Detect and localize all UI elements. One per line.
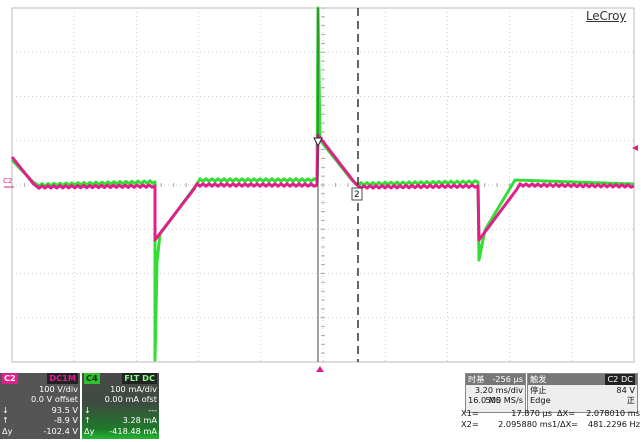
cursor-x2-label: X2=: [461, 419, 479, 429]
c4-delta-y-value: -418.48 mA: [109, 425, 157, 436]
trigger-source-badge: C2 DC: [605, 374, 635, 385]
c2-coupling-badge: DC1M: [47, 373, 78, 384]
c2-row-up-value: -8.9 V: [53, 415, 78, 426]
cursor-freq-value: 481.2296 Hz: [587, 419, 640, 429]
trigger-time-marker-icon: [316, 366, 324, 372]
trigger-level: 84 V: [616, 384, 635, 395]
c4-row-down-value: ---: [148, 404, 157, 415]
c4-offset: 0.00 mA ofst: [104, 394, 157, 405]
c4-row-up-label: ↑: [84, 415, 91, 426]
timebase-rate: 500 MS/s: [485, 395, 523, 406]
cursor-readout: X1= 17.870 µs ΔX= 2.078010 ms X2= 2.0958…: [460, 408, 640, 430]
cursor-x2-value: 2.095880 ms: [498, 419, 552, 429]
c4-adiv: 100 mA/div: [110, 383, 157, 394]
c4-row-up-value: 3.28 mA: [122, 415, 157, 426]
channel-c4-panel[interactable]: C4 FLT DC 100 mA/div 0.00 mA ofst ↓ --- ↑…: [82, 373, 159, 439]
timebase-label: 时基: [468, 374, 485, 384]
c2-header: C2 DC1M: [0, 373, 80, 384]
c2-row-down-value: 93.5 V: [51, 404, 78, 415]
timebase-panel[interactable]: 时基 -256 µs 3.20 ms/div 16.0 MS 500 MS/s: [465, 373, 526, 413]
cursor-dx-label: ΔX=: [557, 408, 576, 418]
channel-c2-panel[interactable]: C2 DC1M 100 V/div 0.0 V offset ↓ 93.5 V ↑…: [0, 373, 80, 439]
cursor-dx-value: 2.078010 ms: [586, 408, 640, 418]
c2-vdiv: 100 V/div: [39, 383, 78, 394]
timebase-header: 时基 -256 µs: [466, 374, 525, 385]
cursor-x2-marker-label: 2: [354, 190, 360, 200]
ground-marker-label: C2: [3, 177, 12, 185]
timebase-tdiv: 3.20 ms/div: [474, 384, 523, 395]
cursor-freq-label: 1/ΔX=: [552, 419, 579, 429]
c2-row-down-label: ↓: [2, 404, 9, 415]
c4-delta-y-label: Δy: [84, 425, 95, 436]
cursor-x1-label: X1=: [461, 408, 479, 418]
c4-header: C4 FLT DC: [82, 373, 159, 384]
trigger-header: 触发 C2 DC: [528, 374, 637, 385]
c2-name-badge: C2: [2, 373, 18, 384]
brand-logo: LeCroy: [586, 9, 627, 23]
timebase-delay: -256 µs: [492, 374, 523, 384]
c4-coupling-badge: FLT DC: [122, 373, 157, 384]
c4-name-badge: C4: [84, 373, 100, 384]
c2-offset: 0.0 V offset: [31, 394, 78, 405]
trigger-level-marker-icon: [632, 145, 638, 151]
trigger-label: 触发: [530, 374, 547, 384]
cursor-x2-marker-icon[interactable]: [351, 187, 363, 201]
trigger-type: Edge: [530, 395, 551, 406]
trigger-slope: 正: [626, 395, 635, 406]
trigger-panel[interactable]: 触发 C2 DC 停止 84 V Edge 正: [527, 373, 638, 413]
cursor-x1-value: 17.870 µs: [511, 408, 552, 418]
waveform-display[interactable]: 2 C2: [0, 0, 641, 372]
cursor-x1-marker-icon[interactable]: [313, 137, 323, 148]
c2-delta-y-value: -102.4 V: [43, 425, 78, 436]
c2-delta-y-label: Δy: [2, 425, 13, 436]
trigger-state: 停止: [530, 384, 547, 395]
c2-row-up-label: ↑: [2, 415, 9, 426]
timebase-samples: 16.0 MS: [468, 395, 502, 406]
c4-row-down-label: ↓: [84, 404, 91, 415]
